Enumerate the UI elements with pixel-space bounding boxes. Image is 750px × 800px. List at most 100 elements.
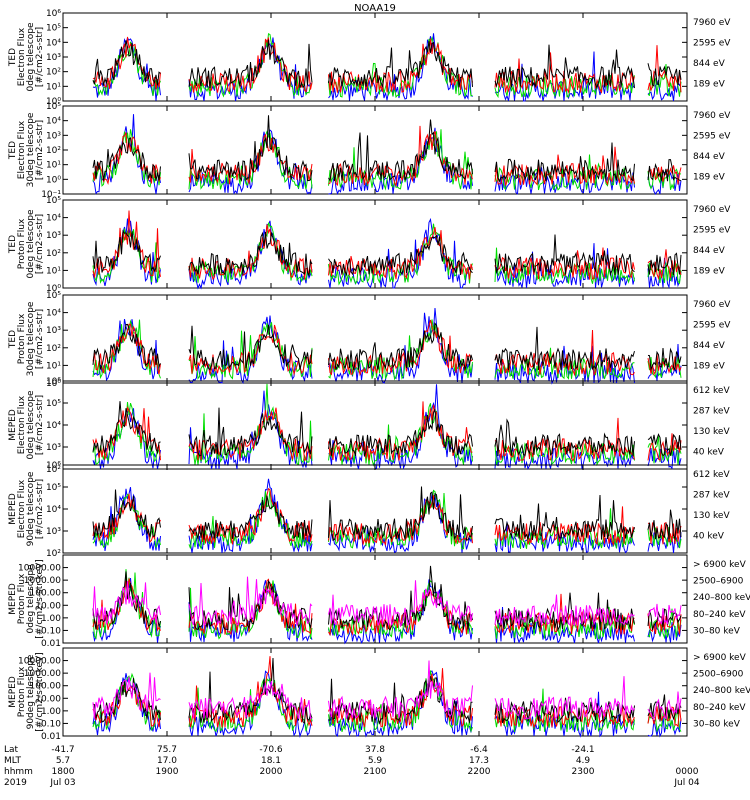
y-axis-label: [#/cm2-s-str] (35, 27, 45, 87)
y-tick-label: 10⁴ (46, 214, 61, 224)
data-trace (494, 347, 635, 380)
y-axis-label: Electron Flux (17, 27, 27, 86)
legend-label: 2595 eV (693, 225, 731, 235)
data-trace (647, 509, 682, 541)
y-tick-label: 10² (46, 465, 61, 475)
data-trace (92, 323, 161, 375)
y-axis-label: 30deg telescope (26, 301, 36, 376)
y-axis-label: [#/cm2-s-str] (35, 395, 45, 455)
data-trace (494, 247, 635, 280)
data-trace (92, 493, 161, 544)
data-trace (647, 715, 682, 738)
data-trace (188, 488, 313, 551)
y-axis-label: TED (8, 330, 18, 349)
footer-value: -24.1 (571, 745, 594, 755)
legend-label: 2595 eV (693, 131, 731, 141)
data-trace (328, 384, 473, 470)
legend-label: 80–240 keV (693, 703, 746, 713)
footer-value: 0000 (676, 767, 699, 777)
y-tick-label: 10² (46, 344, 61, 354)
data-trace (647, 257, 682, 289)
y-axis-label: MEPED (8, 583, 18, 615)
data-trace (188, 576, 313, 627)
footer-value: 5.9 (368, 756, 383, 766)
data-trace (188, 324, 313, 371)
data-trace (328, 129, 473, 191)
data-trace (328, 41, 473, 88)
data-trace (188, 580, 313, 631)
y-axis-label: 0deg telescope (26, 390, 36, 460)
y-tick-label: 1000.00 (24, 576, 61, 586)
data-trace (494, 326, 635, 371)
legend-label: 844 eV (693, 59, 726, 69)
footer-value: 75.7 (157, 745, 177, 755)
y-tick-label: 10⁴ (46, 38, 61, 48)
footer-value: 2300 (572, 767, 595, 777)
data-trace (494, 705, 635, 729)
data-trace (494, 234, 635, 277)
legend-label: 130 keV (693, 511, 730, 521)
y-tick-label: 10⁰ (46, 97, 61, 107)
y-axis-label: Proton Flux (17, 666, 27, 717)
y-axis-label: 30deg telescope (26, 112, 36, 187)
data-trace (494, 606, 635, 640)
y-tick-label: 10² (46, 68, 61, 78)
y-tick-label: 10⁰ (46, 175, 61, 185)
data-trace (188, 115, 313, 183)
data-trace (188, 670, 313, 738)
legend-label: 287 keV (693, 490, 730, 500)
y-tick-label: 10⁶ (46, 9, 61, 19)
chart-title: NOAA19 (354, 3, 396, 14)
data-trace (188, 39, 313, 89)
legend-label: 7960 eV (693, 300, 731, 310)
y-tick-label: 10¹ (46, 266, 61, 276)
y-tick-label: 10³ (46, 527, 61, 537)
data-trace (188, 222, 313, 283)
legend-label: 240–800 keV (693, 686, 750, 696)
legend-label: 2595 eV (693, 38, 731, 48)
data-trace (188, 657, 313, 724)
panel-ted-p-0: 10⁰ 10¹ 10² 10³ 10⁴ 10⁵ TED Proton Flux 0deg tel… (8, 196, 731, 294)
data-trace (494, 142, 635, 183)
data-trace (188, 495, 313, 540)
data-trace (328, 660, 473, 719)
y-axis-label: TED (8, 235, 18, 254)
panel-ted-p-30: 10⁰ 10¹ 10² 10³ 10⁴ 10⁵ TED Proton Flux 30deg te… (8, 291, 731, 389)
y-tick-label: 10³ (46, 231, 61, 241)
legend-label: 844 eV (693, 152, 726, 162)
data-trace (92, 210, 161, 278)
data-trace (188, 322, 313, 380)
data-trace (328, 119, 473, 182)
y-axis-label: Electron Flux (17, 120, 27, 179)
data-trace (328, 486, 473, 541)
data-trace (92, 323, 161, 370)
data-trace (647, 80, 682, 101)
legend-label: 80–240 keV (693, 610, 746, 620)
data-trace (328, 676, 473, 725)
footer-value: -6.4 (470, 745, 488, 755)
y-tick-label: 10.00 (35, 601, 61, 611)
data-trace (328, 33, 473, 101)
footer-row-label: 2019 (4, 778, 27, 788)
data-trace (92, 229, 161, 273)
legend-label: 612 keV (693, 386, 730, 396)
data-trace (647, 691, 682, 720)
data-trace (188, 407, 313, 462)
y-tick-label: 1.00 (41, 707, 61, 717)
y-tick-label: 10¹ (46, 361, 61, 371)
data-trace (188, 231, 313, 277)
y-tick-label: 100.00 (30, 589, 62, 599)
y-tick-label: 10⁵ (46, 399, 61, 409)
y-axis-label: [#/cm2-s-str] (35, 309, 45, 369)
footer-value: 37.8 (365, 745, 385, 755)
legend-label: 30–80 keV (693, 626, 741, 636)
footer-value: 5.7 (56, 756, 70, 766)
data-trace (92, 489, 161, 538)
legend-label: 2595 eV (693, 320, 731, 330)
data-trace (647, 45, 682, 93)
data-trace (647, 171, 682, 195)
footer-row-label: MLT (4, 756, 22, 766)
panel-meped-e-90: 10² 10³ 10⁴ 10⁵ 10⁶ MEPED Electron Flux 90deg t… (8, 461, 730, 559)
legend-label: 189 eV (693, 266, 726, 276)
